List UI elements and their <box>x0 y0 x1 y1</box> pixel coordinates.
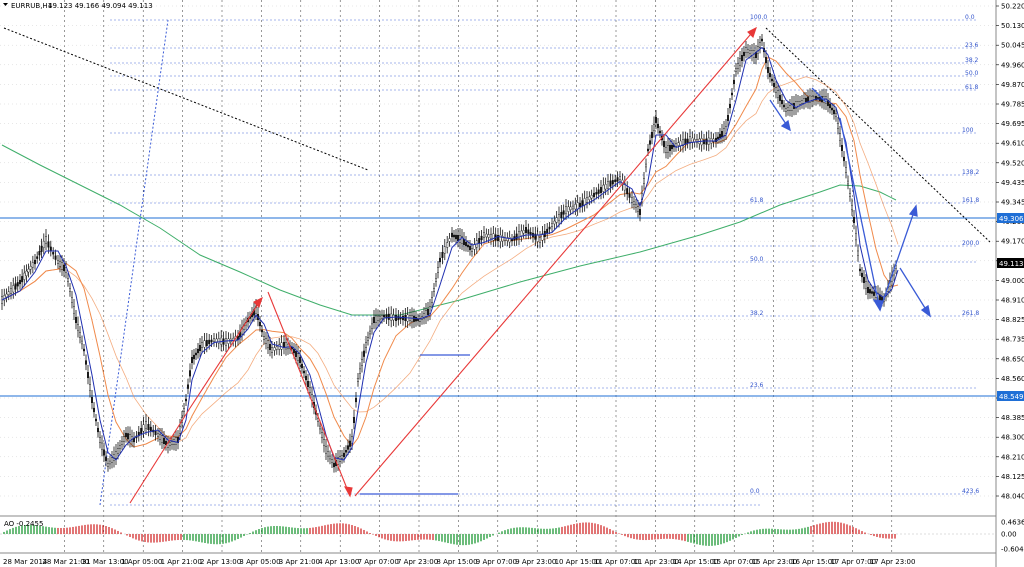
date-tick-label: 9 Apr 07:00 <box>476 558 517 566</box>
date-tick-label: 17 Apr 07:00 <box>830 558 876 566</box>
date-tick-label: 31 Mar 13:00 <box>82 558 129 566</box>
date-tick-label: 14 Apr 15:00 <box>673 558 719 566</box>
price-tick-label: 49.960 <box>1001 61 1024 69</box>
date-tick-label: 8 Apr 15:00 <box>436 558 477 566</box>
ao-tick-label: -0.6046 <box>1001 546 1024 554</box>
fib-level-label: 61.8 <box>965 84 979 91</box>
price-tick-label: 50.220 <box>1001 3 1024 11</box>
svg-text:49.113: 49.113 <box>999 260 1024 268</box>
price-tick-label: 48.735 <box>1001 336 1024 344</box>
chart-header: EURRUB,H1 49.123 49.166 49.094 49.113 <box>3 2 153 10</box>
fib-level-label: 200.0 <box>962 240 979 247</box>
ao-histogram <box>3 521 896 546</box>
price-tick-label: 49.000 <box>1001 277 1024 285</box>
date-tick-label: 11 Apr 07:00 <box>594 558 640 566</box>
date-tick-label: 11 Apr 23:00 <box>633 558 679 566</box>
price-tick-label: 48.300 <box>1001 434 1024 442</box>
fib-level-label: 38.2 <box>750 310 764 317</box>
price-tick-label: 48.210 <box>1001 453 1024 461</box>
price-tick-label: 49.870 <box>1001 81 1024 89</box>
price-tick-label: 49.435 <box>1001 179 1024 187</box>
moving-average-blue <box>1 46 899 461</box>
date-tick-label: 10 Apr 15:00 <box>555 558 601 566</box>
trendline-blue-dotted[interactable] <box>99 19 169 506</box>
blue-arrows[interactable] <box>360 87 931 495</box>
ao-tick-label: 0.00 <box>1001 531 1017 539</box>
fib-level-label: 261.8 <box>962 310 979 317</box>
date-tick-label: 17 Apr 23:00 <box>870 558 916 566</box>
price-tick-label: 49.610 <box>1001 140 1024 148</box>
fib-level-label: 138.2 <box>962 169 979 176</box>
date-tick-label: 3 Apr 05:00 <box>239 558 280 566</box>
chart-background <box>0 0 996 567</box>
price-tick-label: 48.040 <box>1001 493 1024 501</box>
fib-level-label: 23.6 <box>750 382 764 389</box>
price-tick-label: 49.520 <box>1001 159 1024 167</box>
price-tick-label: 49.785 <box>1001 101 1024 109</box>
candlesticks <box>1 34 898 473</box>
date-tick-label: 28 Mar 2014 <box>3 558 48 566</box>
price-tick-label: 49.345 <box>1001 199 1024 207</box>
red-arrows[interactable] <box>129 26 757 504</box>
vertical-grid <box>64 0 893 553</box>
moving-average-green <box>1 144 897 316</box>
price-marker-2: 48.549 <box>997 391 1024 401</box>
date-tick-label: 28 Mar 21:00 <box>42 558 89 566</box>
price-tick-label: 48.385 <box>1001 414 1024 422</box>
fib-level-label: 0.0 <box>965 14 975 21</box>
date-tick-label: 7 Apr 07:00 <box>358 558 399 566</box>
price-tick-label: 48.650 <box>1001 355 1024 363</box>
dropdown-icon <box>3 3 8 6</box>
fib-level-label: 423.6 <box>962 488 979 495</box>
price-tick-label: 50.045 <box>1001 42 1024 50</box>
date-tick-label: 15 Apr 23:00 <box>752 558 798 566</box>
fibonacci-levels: 100.0 0.0 23.6 38.2 50.0 61.8 100 138.2 61.8 161.… <box>110 14 979 506</box>
ao-scale: 0.4636 0.00 -0.6046 <box>1001 519 1024 554</box>
ohlc-label: 49.123 49.166 49.094 49.113 <box>48 2 153 10</box>
date-tick-label: 9 Apr 23:00 <box>515 558 556 566</box>
ao-label: AO -0.2455 <box>4 520 43 528</box>
date-tick-label: 15 Apr 07:00 <box>712 558 758 566</box>
svg-text:48.549: 48.549 <box>999 393 1024 401</box>
fib-level-label: 61.8 <box>750 197 764 204</box>
fib-level-label: 50.0 <box>965 70 979 77</box>
date-tick-label: 1 Apr 05:00 <box>121 558 162 566</box>
trendline-black[interactable] <box>3 27 369 171</box>
fib-level-label: 50.0 <box>750 256 764 263</box>
price-tick-label: 49.695 <box>1001 120 1024 128</box>
price-tick-label: 49.170 <box>1001 238 1024 246</box>
date-tick-label: 2 Apr 13:00 <box>200 558 241 566</box>
fib-level-label: 100.0 <box>750 14 767 21</box>
price-tick-label: 50.130 <box>1001 22 1024 30</box>
ao-tick-label: 0.4636 <box>1001 519 1024 527</box>
price-tick-label: 48.825 <box>1001 316 1024 324</box>
symbol-label: EURRUB,H1 <box>11 2 52 10</box>
date-tick-label: 16 Apr 15:00 <box>791 558 837 566</box>
date-tick-label: 7 Apr 23:00 <box>397 558 438 566</box>
current-price-marker: 49.113 <box>997 258 1024 268</box>
fib-level-label: 161.8 <box>962 197 979 204</box>
price-marker-1: 49.306 <box>997 213 1024 223</box>
date-tick-label: 4 Apr 13:00 <box>318 558 359 566</box>
svg-text:49.306: 49.306 <box>999 215 1024 223</box>
fib-level-label: 38.2 <box>965 57 979 64</box>
fib-level-label: 0.0 <box>750 488 760 495</box>
price-tick-label: 48.910 <box>1001 297 1024 305</box>
date-tick-label: 1 Apr 21:00 <box>161 558 202 566</box>
price-tick-label: 48.125 <box>1001 473 1024 481</box>
date-tick-label: 3 Apr 21:00 <box>279 558 320 566</box>
fib-level-label: 100 <box>962 127 974 134</box>
fib-level-label: 23.6 <box>965 42 979 49</box>
price-tick-label: 48.560 <box>1001 375 1024 383</box>
price-scale: 50.220 50.130 50.045 49.960 49.870 49.785 49.6… <box>996 3 1024 501</box>
